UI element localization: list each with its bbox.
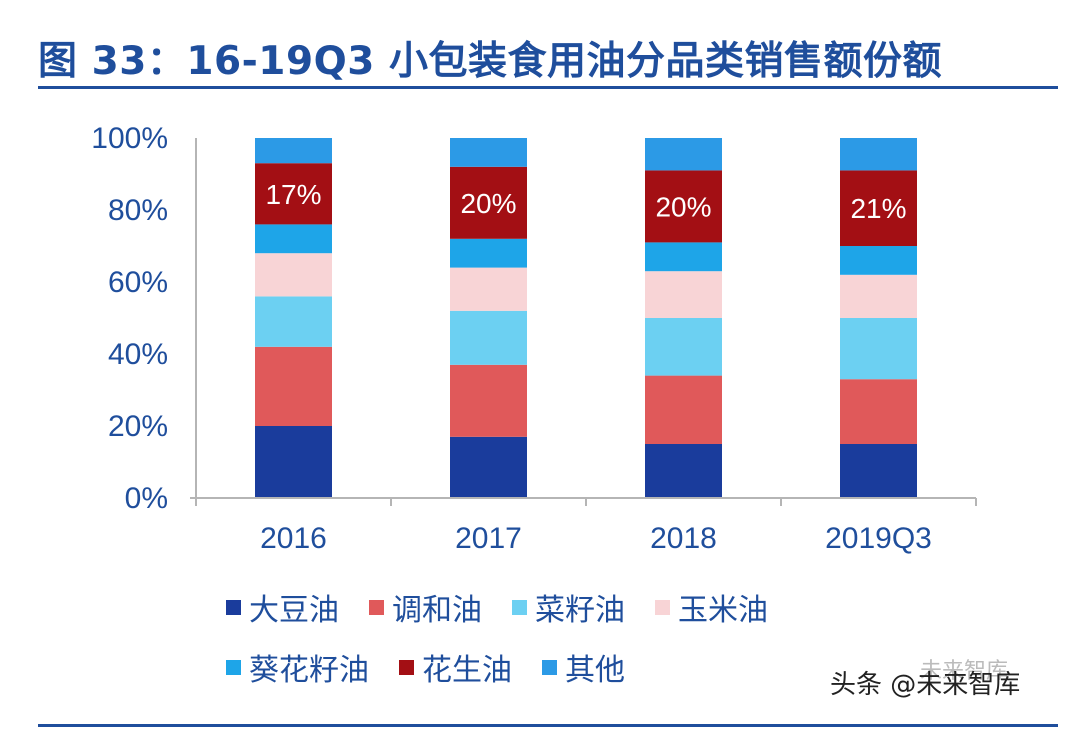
bar-segment <box>255 346 332 426</box>
bar-segment <box>450 166 527 239</box>
bar-segment <box>450 436 527 498</box>
legend: 大豆油 调和油 菜籽油 玉米油葵花籽油 花生油 其他 <box>226 590 866 688</box>
bar-segment <box>645 318 722 376</box>
bar-segment <box>645 170 722 243</box>
y-tick-label: 80% <box>108 194 168 227</box>
bar-segment <box>255 296 332 347</box>
x-tick-label: 2019Q3 <box>825 522 932 555</box>
bar-segment <box>450 238 527 268</box>
legend-label: 菜籽油 <box>535 593 625 628</box>
legend-label: 花生油 <box>422 653 512 688</box>
x-tick-label: 2016 <box>260 522 327 555</box>
x-tick-label: 2017 <box>455 522 522 555</box>
bar-segment <box>840 170 917 246</box>
bar-segment <box>255 253 332 297</box>
legend-swatch <box>655 599 670 615</box>
title-underline <box>38 86 1058 89</box>
bottom-rule <box>38 724 1058 727</box>
x-tick-label: 2018 <box>650 522 717 555</box>
bar-segment <box>450 138 527 167</box>
data-labels: 17% 20% 20% 21% <box>265 179 906 224</box>
legend-item: 调和油 <box>369 590 482 628</box>
y-tick-label: 20% <box>108 410 168 443</box>
data-label: 20% <box>655 191 711 222</box>
watermark-logo: 未来智库 <box>920 659 1009 684</box>
chart-title: 图 33：16-19Q3 小包装食用油分品类销售额份额 <box>38 39 942 84</box>
x-axis-ticks: 2016 2017 2018 2019Q3 <box>195 498 977 555</box>
legend-label: 调和油 <box>392 593 482 628</box>
bar-segment <box>645 271 722 318</box>
bar-segment <box>645 242 722 272</box>
y-tick-label: 0% <box>125 482 168 515</box>
legend-item: 玉米油 <box>655 590 768 628</box>
bar-segment <box>450 267 527 311</box>
data-label: 20% <box>460 188 516 219</box>
data-label: 17% <box>265 179 321 210</box>
bar-segment <box>840 318 917 380</box>
bar-segment <box>840 379 917 444</box>
bars <box>255 138 917 498</box>
bar-segment <box>840 274 917 318</box>
legend-item: 花生油 <box>399 650 512 688</box>
bar-segment <box>645 444 722 498</box>
y-tick-label: 40% <box>108 338 168 371</box>
legend-swatch <box>399 659 414 675</box>
bar-segment <box>450 364 527 437</box>
bar-segment <box>645 375 722 444</box>
data-label: 21% <box>850 193 906 224</box>
legend-label: 其他 <box>565 653 625 688</box>
legend-swatch <box>226 599 241 615</box>
y-tick-label: 60% <box>108 266 168 299</box>
legend-item: 菜籽油 <box>512 590 625 628</box>
legend-item: 大豆油 <box>226 590 339 628</box>
legend-swatch <box>512 599 527 615</box>
y-tick-label: 100% <box>91 122 168 155</box>
legend-swatch <box>226 659 241 675</box>
bar-segment <box>255 224 332 254</box>
bar-segment <box>840 444 917 498</box>
bar-segment <box>645 138 722 171</box>
legend-label: 大豆油 <box>249 593 339 628</box>
bar-segment <box>840 138 917 171</box>
legend-item: 葵花籽油 <box>226 650 369 688</box>
bar-segment <box>255 138 332 164</box>
bar-segment <box>450 310 527 365</box>
axes <box>190 138 976 499</box>
bar-segment <box>255 426 332 498</box>
legend-label: 葵花籽油 <box>249 653 369 688</box>
legend-label: 玉米油 <box>678 593 768 628</box>
legend-item: 其他 <box>542 650 625 688</box>
y-axis-ticks: 0% 20% 40% 60% 80% 100% <box>91 122 168 515</box>
legend-swatch <box>542 659 557 675</box>
bar-segment <box>255 163 332 225</box>
legend-swatch <box>369 599 384 615</box>
watermark: 头条 @未来智库 <box>830 670 1021 700</box>
bar-segment <box>840 246 917 275</box>
